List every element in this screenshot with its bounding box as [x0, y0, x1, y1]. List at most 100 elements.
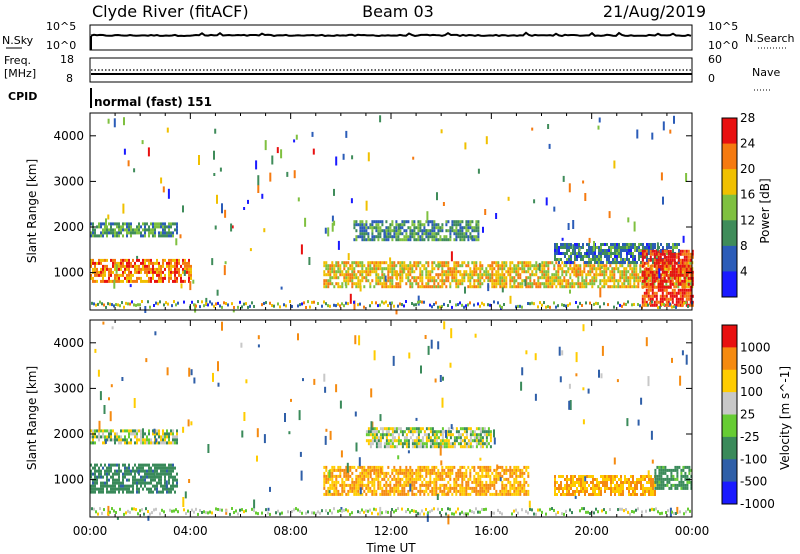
echo-cell: [90, 264, 92, 268]
echo-cell: [453, 223, 456, 227]
echo-cell: [411, 439, 414, 443]
echo-cell: [598, 484, 600, 487]
echo-cell: [347, 474, 350, 478]
echo-cell: [556, 481, 558, 484]
echo-cell: [606, 478, 608, 481]
echo-cell: [333, 486, 336, 490]
echo-cell: [517, 267, 520, 271]
echo-cell: [108, 228, 110, 232]
echo-cell: [602, 481, 604, 484]
echo-cell: [664, 483, 667, 487]
echo-cell: [429, 489, 432, 493]
echo-cell: [650, 243, 652, 246]
echo-cell: [485, 445, 488, 449]
echo-cell: [515, 489, 518, 493]
echo-cell: [417, 474, 420, 478]
echo-cell: [138, 258, 140, 262]
echo-cell: [140, 478, 142, 482]
echo-cell: [413, 235, 416, 239]
echo-cell: [561, 282, 564, 286]
echo-cell: [675, 297, 678, 301]
echo-cell: [513, 276, 516, 280]
echo-cell: [433, 477, 436, 481]
echo-cell: [130, 234, 132, 238]
echo-cell: [397, 235, 400, 239]
echo-cell: [648, 249, 650, 252]
echo-cell: [511, 468, 514, 472]
echo-cell: [112, 438, 114, 442]
echo-cell: [385, 220, 388, 224]
echo-cell: [397, 436, 400, 440]
echo-cell: [629, 273, 632, 277]
echo-cell: [413, 238, 416, 242]
echo-cell: [355, 261, 358, 265]
echo-cell: [505, 477, 508, 481]
echo-cell: [429, 477, 432, 481]
echo-cell: [439, 483, 442, 487]
echo-cell: [691, 252, 694, 256]
echo-cell: [331, 486, 334, 490]
echo-cell: [485, 276, 488, 280]
echo-cell: [467, 276, 470, 280]
echo-cell: [689, 282, 692, 286]
echo-cell: [429, 232, 432, 236]
echo-cell: [677, 285, 680, 289]
echo-cell: [566, 249, 568, 252]
echo-cell: [495, 480, 498, 484]
echo-cell: [641, 270, 644, 274]
echo-cell: [629, 276, 632, 280]
echo-cell: [443, 282, 446, 286]
echo-cell: [120, 279, 122, 283]
echo-cell: [361, 477, 364, 481]
echo-cell: [617, 285, 620, 289]
echo-cell: [417, 465, 420, 469]
echo-cell: [349, 474, 352, 478]
echo-cell: [351, 282, 354, 286]
echo-cell: [645, 288, 648, 292]
echo-cell: [621, 282, 624, 286]
echo-cell: [415, 267, 418, 271]
echo-cell: [475, 285, 478, 289]
echo-cell: [361, 273, 364, 277]
echo-cell: [110, 429, 112, 433]
echo-cell: [389, 261, 392, 265]
echo-cell: [445, 264, 448, 268]
echo-cell: [564, 493, 566, 496]
echo-cell: [96, 270, 98, 274]
echo-cell: [164, 225, 166, 229]
echo-cell: [555, 273, 558, 277]
echo-cell: [604, 252, 606, 255]
echo-cell: [649, 294, 652, 298]
echo-cell: [509, 465, 512, 469]
echo-cell: [620, 249, 622, 252]
echo-cell: [459, 235, 462, 239]
echo-cell: [168, 273, 170, 277]
echo-cell: [554, 493, 556, 496]
echo-cell: [461, 220, 464, 224]
echo-cell: [610, 490, 612, 493]
echo-cell: [387, 483, 390, 487]
echo-cell: [183, 300, 185, 304]
echo-cell: [583, 282, 586, 286]
echo-cell: [427, 439, 430, 443]
echo-cell: [116, 487, 118, 491]
echo-cell: [681, 267, 684, 271]
echo-cell: [650, 475, 652, 478]
echo-cell: [100, 475, 102, 479]
echo-cell: [174, 270, 176, 274]
echo-cell: [481, 486, 484, 490]
echo-cell: [391, 273, 394, 277]
echo-cell: [166, 127, 169, 133]
nave-label: Nave: [752, 66, 780, 79]
echo-cell: [397, 474, 400, 478]
echo-cell: [475, 486, 478, 490]
echo-cell: [102, 481, 104, 485]
echo-cell: [369, 304, 371, 308]
echo-cell: [124, 466, 126, 470]
echo-cell: [168, 222, 170, 226]
echo-cell: [90, 441, 92, 445]
echo-cell: [499, 492, 502, 496]
echo-cell: [265, 301, 267, 305]
echo-cell: [661, 300, 664, 304]
echo-cell: [592, 493, 594, 496]
